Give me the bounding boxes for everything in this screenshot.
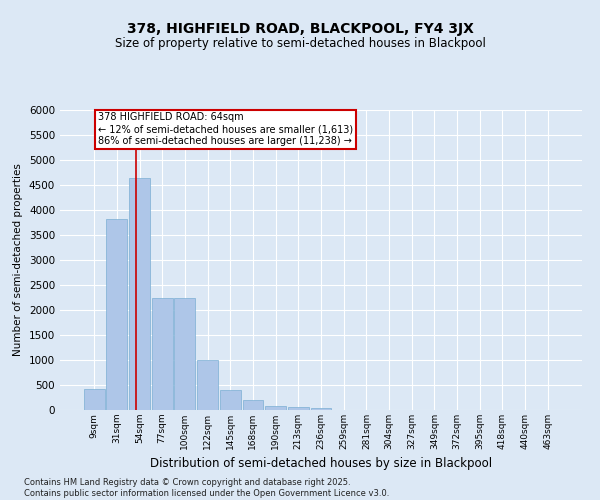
X-axis label: Distribution of semi-detached houses by size in Blackpool: Distribution of semi-detached houses by …	[150, 458, 492, 470]
Bar	[311, 408, 331, 410]
Bar	[197, 360, 218, 410]
Bar	[84, 388, 104, 410]
Text: 378, HIGHFIELD ROAD, BLACKPOOL, FY4 3JX: 378, HIGHFIELD ROAD, BLACKPOOL, FY4 3JX	[127, 22, 473, 36]
Y-axis label: Number of semi-detached properties: Number of semi-detached properties	[13, 164, 23, 356]
Bar	[129, 178, 150, 410]
Text: Size of property relative to semi-detached houses in Blackpool: Size of property relative to semi-detach…	[115, 38, 485, 51]
Bar	[288, 407, 309, 410]
Text: 378 HIGHFIELD ROAD: 64sqm
← 12% of semi-detached houses are smaller (1,613)
86% : 378 HIGHFIELD ROAD: 64sqm ← 12% of semi-…	[98, 112, 353, 146]
Bar	[220, 390, 241, 410]
Bar	[152, 298, 173, 410]
Bar	[106, 219, 127, 410]
Bar	[175, 298, 196, 410]
Text: Contains HM Land Registry data © Crown copyright and database right 2025.
Contai: Contains HM Land Registry data © Crown c…	[24, 478, 389, 498]
Bar	[265, 406, 286, 410]
Bar	[242, 400, 263, 410]
